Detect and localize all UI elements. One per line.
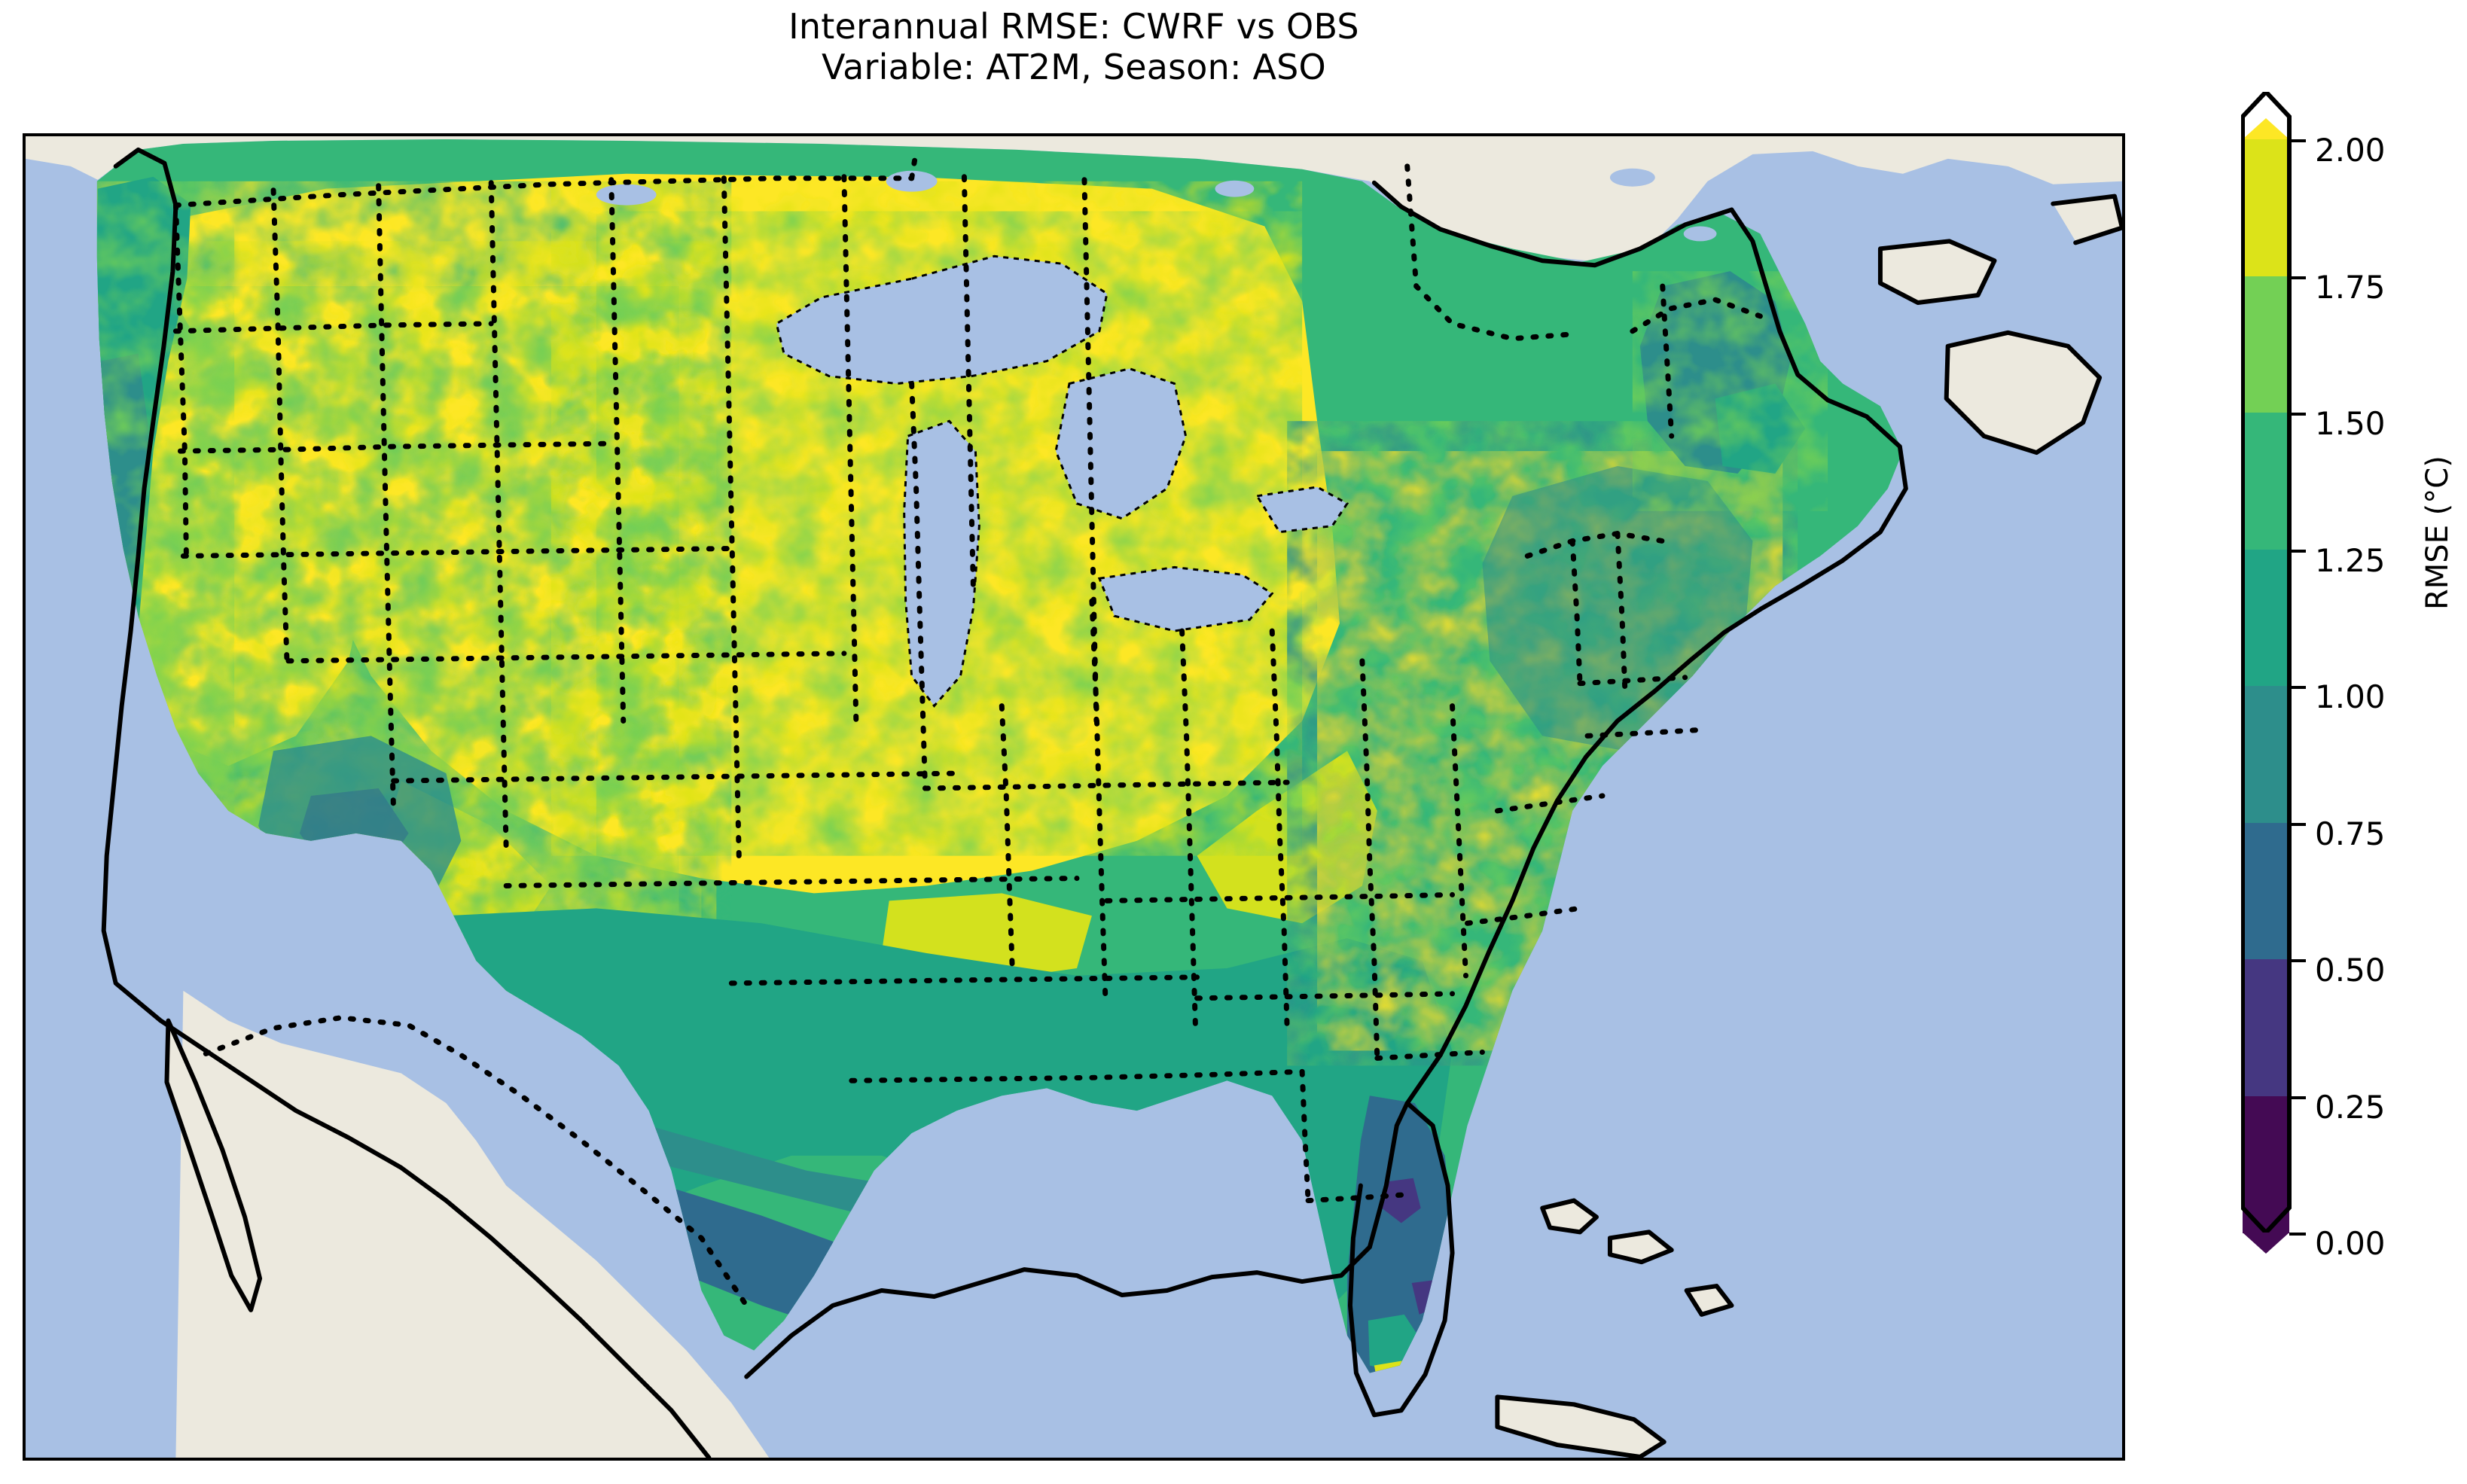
colorbar: 2.00 1.75 1.50 1.25 1.00 0.75 0.50 0.25 0.00 RMS… — [2241, 92, 2467, 1287]
colorbar-band-3 — [2243, 549, 2289, 687]
coastlines — [101, 147, 2122, 1458]
colorbar-outline — [2241, 92, 2292, 1233]
colorbar-band-5 — [2243, 822, 2289, 960]
map-axes — [23, 133, 2125, 1461]
lake-ontario — [1255, 486, 1349, 534]
colorbar-extend-min — [2243, 1233, 2289, 1254]
lake-erie — [1097, 565, 1274, 632]
great-lakes — [775, 254, 1349, 708]
colorbar-tick-mark — [2289, 959, 2306, 962]
colorbar-band-0 — [2243, 139, 2289, 277]
political-borders — [172, 148, 1763, 1309]
colorbar-band-6 — [2243, 959, 2289, 1097]
figure-title: Interannual RMSE: CWRF vs OBS Variable: … — [0, 6, 2148, 87]
colorbar-tick-mark — [2289, 1095, 2306, 1099]
colorbar-axis-label: RMSE (°C) — [2420, 456, 2455, 610]
colorbar-tick-mark — [2289, 686, 2306, 689]
colorbar-band-7 — [2243, 1095, 2289, 1233]
colorbar-tick-mark — [2289, 413, 2306, 416]
colorbar-tick-mark — [2289, 1233, 2306, 1236]
colorbar-band-2 — [2243, 413, 2289, 550]
colorbar-tick-mark — [2289, 276, 2306, 279]
colorbar-tick-mark — [2289, 822, 2306, 826]
title-line-2: Variable: AT2M, Season: ASO — [822, 47, 1326, 87]
map-plot — [26, 136, 2122, 1458]
colorbar-tick-mark — [2289, 549, 2306, 553]
title-line-1: Interannual RMSE: CWRF vs OBS — [788, 6, 1359, 47]
lake-superior — [775, 254, 1108, 385]
colorbar-band-4 — [2243, 686, 2289, 824]
colorbar-band-1 — [2243, 276, 2289, 413]
colorbar-tick-mark — [2289, 139, 2306, 142]
lake-michigan — [903, 419, 980, 708]
